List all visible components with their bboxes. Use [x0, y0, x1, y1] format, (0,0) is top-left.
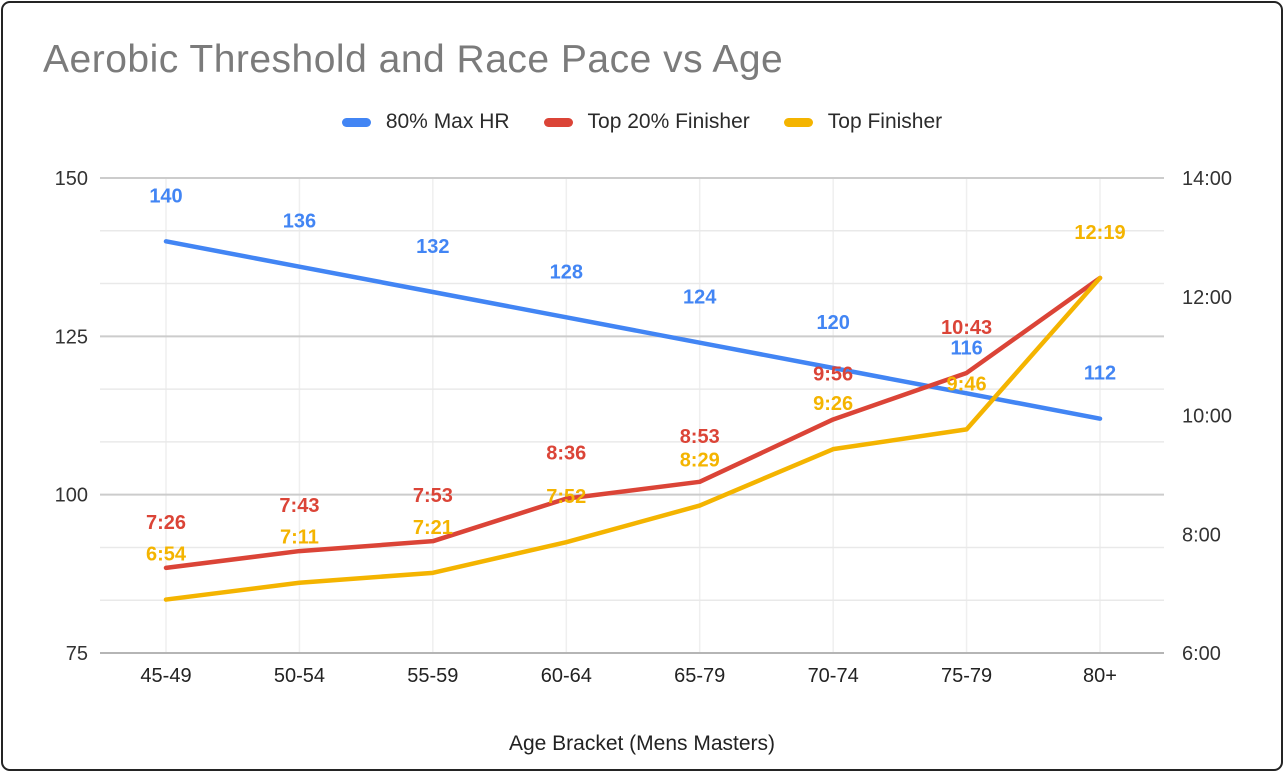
- legend-swatch-yellow: [783, 117, 813, 127]
- data-label: 112: [1084, 363, 1116, 385]
- legend-label: Top 20% Finisher: [587, 110, 750, 133]
- data-label: 8:36: [546, 443, 586, 465]
- right-axis-tick: 12:00: [1182, 287, 1232, 309]
- data-label: 7:21: [413, 517, 453, 539]
- data-label: 8:53: [680, 426, 720, 448]
- legend: 80% Max HR Top 20% Finisher Top Finisher: [3, 106, 1281, 138]
- data-label: 116: [950, 337, 982, 359]
- chart-canvas: 140 136 132 128 124 120 116 112 7:26 7:43 7:53 8:36…: [55, 168, 1232, 687]
- data-label: 6:54: [146, 544, 187, 566]
- legend-item: 80% Max HR: [341, 110, 510, 134]
- data-label: 120: [816, 312, 849, 334]
- x-axis-category-label: 75-79: [941, 665, 992, 687]
- data-label: 132: [416, 236, 449, 258]
- legend-swatch-blue: [341, 117, 371, 127]
- x-axis-category-label: 80+: [1083, 665, 1117, 687]
- right-axis-tick: 8:00: [1182, 524, 1221, 546]
- left-axis-tick: 125: [55, 326, 88, 348]
- data-label: 12:19: [1074, 222, 1125, 244]
- x-axis-category-label: 60-64: [541, 665, 592, 687]
- series-line: [163, 239, 1103, 421]
- right-axis-tick: 6:00: [1182, 643, 1221, 665]
- series-line: [163, 275, 1103, 602]
- x-axis-category-label: 45-49: [140, 665, 191, 687]
- x-axis-title: Age Bracket (Mens Masters): [508, 732, 776, 755]
- x-axis-category-label: 65-79: [674, 665, 725, 687]
- series-line: [163, 275, 1103, 571]
- chart-title: Aerobic Threshold and Race Pace vs Age: [43, 38, 784, 81]
- legend-item: Top 20% Finisher: [543, 110, 750, 134]
- left-axis-tick: 75: [66, 643, 88, 665]
- data-label: 140: [149, 185, 182, 207]
- data-label: 10:43: [941, 317, 992, 339]
- x-axis-category-label: 55-59: [407, 665, 458, 687]
- right-axis-tick: 14:00: [1182, 168, 1232, 190]
- data-label: 124: [683, 287, 717, 309]
- legend-item: Top Finisher: [783, 110, 943, 134]
- left-axis-tick: 150: [55, 168, 88, 190]
- data-label: 9:26: [813, 393, 853, 415]
- data-label: 7:26: [146, 512, 186, 534]
- data-label: 128: [550, 261, 583, 283]
- data-label: 7:52: [546, 486, 586, 508]
- left-axis-tick: 100: [55, 485, 88, 507]
- data-label: 7:11: [280, 527, 319, 549]
- data-label: 9:46: [947, 373, 987, 395]
- legend-label: Top Finisher: [827, 110, 943, 133]
- data-label: 8:29: [680, 450, 720, 472]
- data-label: 7:43: [279, 495, 319, 517]
- data-label: 9:56: [813, 363, 853, 385]
- data-label: 136: [283, 211, 316, 233]
- legend-swatch-red: [543, 117, 573, 127]
- x-axis-category-label: 70-74: [808, 665, 859, 687]
- right-axis-tick: 10:00: [1182, 406, 1232, 428]
- data-label: 7:53: [413, 485, 453, 507]
- legend-label: 80% Max HR: [385, 110, 510, 133]
- x-axis-category-label: 50-54: [274, 665, 325, 687]
